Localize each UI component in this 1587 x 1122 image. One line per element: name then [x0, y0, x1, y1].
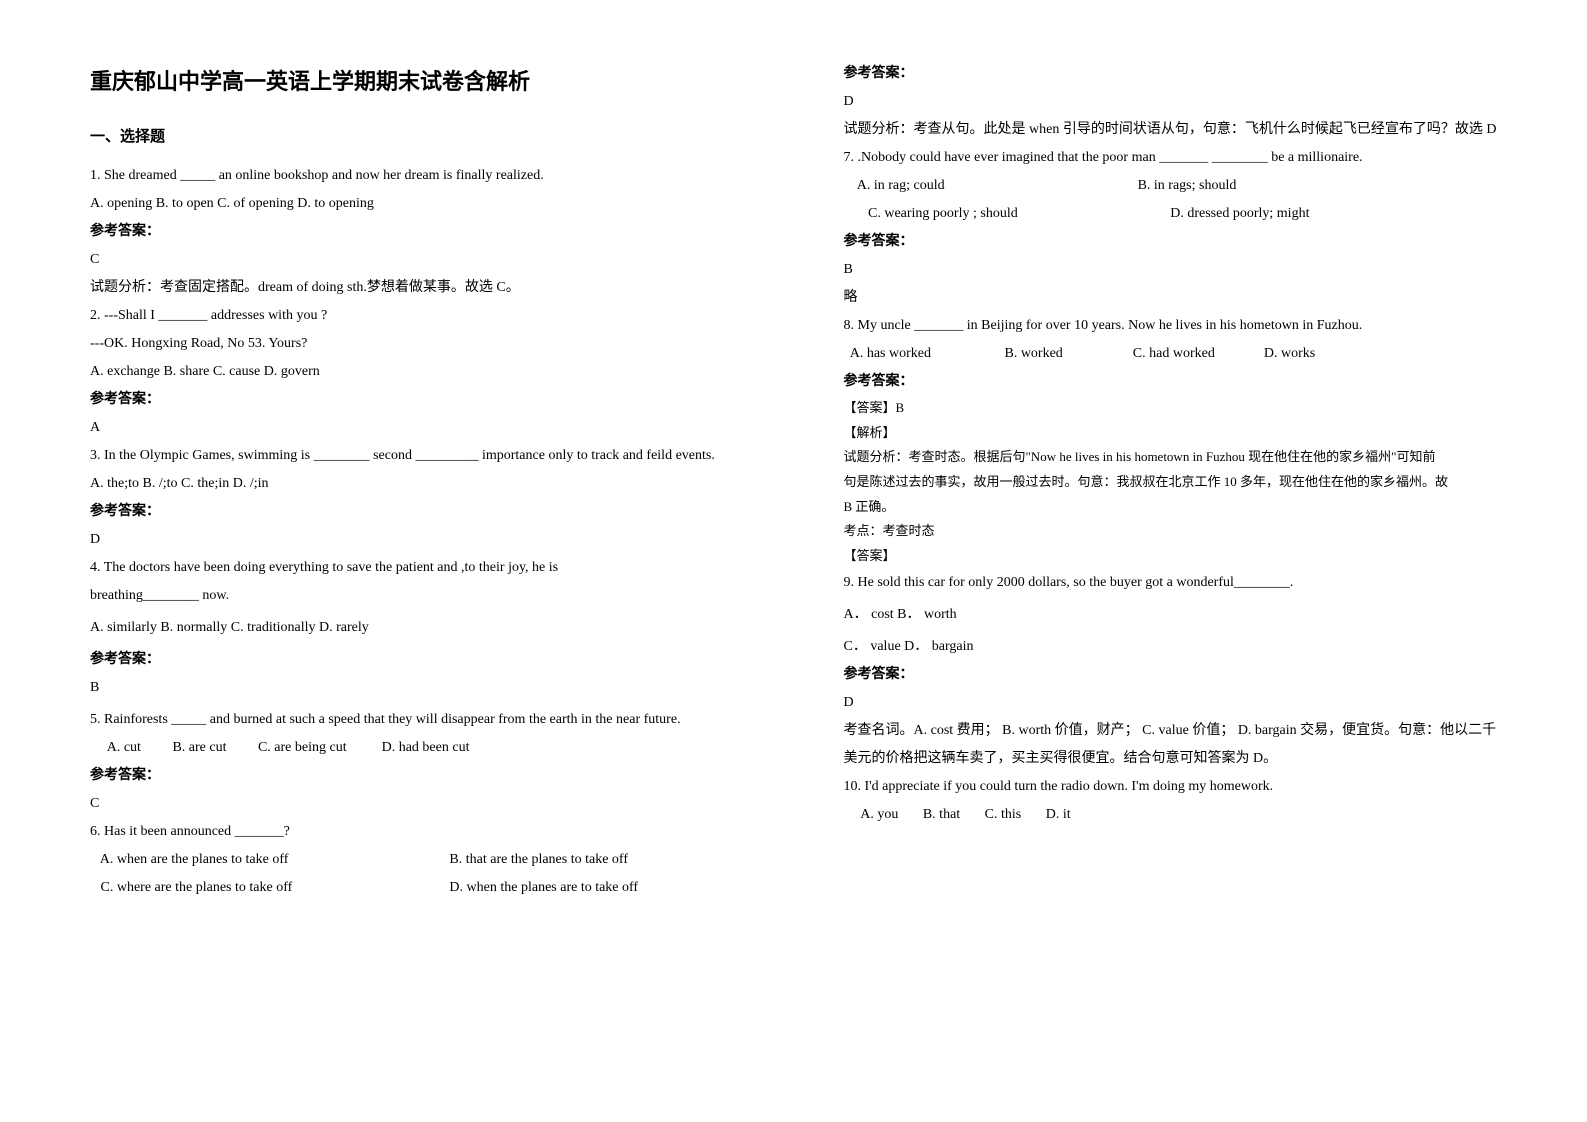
q6-opt-c: C. where are the planes to take off — [90, 874, 449, 902]
document-title: 重庆郁山中学高一英语上学期期末试卷含解析 — [90, 60, 744, 104]
q6-explanation: 试题分析：考查从句。此处是 when 引导的时间状语从句，句意：飞机什么时候起飞… — [844, 116, 1498, 144]
q8-line1: 试题分析：考查时态。根据后句"Now he lives in his homet… — [844, 445, 1498, 470]
q9-opt2: C． value D． bargain — [844, 633, 1498, 661]
q8-line2: 句是陈述过去的事实，故用一般过去时。句意：我叔叔在北京工作 10 多年，现在他住… — [844, 470, 1498, 495]
answer-label: 参考答案： — [90, 498, 744, 526]
q8-analysis-block: 【答案】B 【解析】 试题分析：考查时态。根据后句"Now he lives i… — [844, 396, 1498, 569]
answer-label: 参考答案： — [844, 60, 1498, 88]
q2-answer: A — [90, 414, 744, 442]
q9-answer: D — [844, 689, 1498, 717]
q8-options: A. has worked B. worked C. had worked D.… — [844, 340, 1498, 368]
q10-text: 10. I'd appreciate if you could turn the… — [844, 773, 1498, 801]
left-column: 重庆郁山中学高一英语上学期期末试卷含解析 一、选择题 1. She dreame… — [0, 0, 794, 1122]
answer-label: 参考答案： — [90, 218, 744, 246]
q3-answer: D — [90, 526, 744, 554]
q4-options: A. similarly B. normally C. traditionall… — [90, 614, 744, 642]
answer-label: 参考答案： — [90, 386, 744, 414]
q6-opt-a: A. when are the planes to take off — [90, 846, 449, 874]
q5-options: A. cut B. are cut C. are being cut D. ha… — [90, 734, 744, 762]
q4-text-a: 4. The doctors have been doing everythin… — [90, 554, 744, 582]
q7-answer: B — [844, 256, 1498, 284]
q9-text: 9. He sold this car for only 2000 dollar… — [844, 569, 1498, 597]
q10-options: A. you B. that C. this D. it — [844, 801, 1498, 829]
q1-answer: C — [90, 246, 744, 274]
q6-opt-d: D. when the planes are to take off — [449, 874, 638, 902]
q2-text-b: ---OK. Hongxing Road, No 53. Yours? — [90, 330, 744, 358]
q1-explanation: 试题分析：考查固定搭配。dream of doing sth.梦想着做某事。故选… — [90, 274, 744, 302]
answer-label: 参考答案： — [844, 368, 1498, 396]
q8-text: 8. My uncle _______ in Beijing for over … — [844, 312, 1498, 340]
answer-label: 参考答案： — [844, 228, 1498, 256]
q1-options: A. opening B. to open C. of opening D. t… — [90, 190, 744, 218]
q5-answer: C — [90, 790, 744, 818]
answer-label: 参考答案： — [90, 646, 744, 674]
q6-answer: D — [844, 88, 1498, 116]
q8-jiexi: 【解析】 — [844, 421, 1498, 446]
q9-explanation: 考查名词。A. cost 费用； B. worth 价值，财产； C. valu… — [844, 717, 1498, 773]
q8-line4: 考点：考查时态 — [844, 519, 1498, 544]
q4-text-b: breathing________ now. — [90, 582, 744, 610]
section-header: 一、选择题 — [90, 122, 744, 152]
answer-label: 参考答案： — [90, 762, 744, 790]
q7-explanation: 略 — [844, 284, 1498, 312]
q8-ans: 【答案】B — [844, 396, 1498, 421]
q4-answer: B — [90, 674, 744, 702]
q2-text-a: 2. ---Shall I _______ addresses with you… — [90, 302, 744, 330]
answer-label: 参考答案： — [844, 661, 1498, 689]
q7-opt-a: A. in rag; could — [844, 172, 1138, 200]
q6-opt-b: B. that are the planes to take off — [449, 846, 628, 874]
q5-text: 5. Rainforests _____ and burned at such … — [90, 706, 744, 734]
q7-text: 7. .Nobody could have ever imagined that… — [844, 144, 1498, 172]
q3-text: 3. In the Olympic Games, swimming is ___… — [90, 442, 744, 470]
right-column: 参考答案： D 试题分析：考查从句。此处是 when 引导的时间状语从句，句意：… — [794, 0, 1587, 1122]
q2-options: A. exchange B. share C. cause D. govern — [90, 358, 744, 386]
q3-options: A. the;to B. /;to C. the;in D. /;in — [90, 470, 744, 498]
q9-opt1: A． cost B． worth — [844, 601, 1498, 629]
q7-opt-d: D. dressed poorly; might — [1170, 200, 1309, 228]
q1-text: 1. She dreamed _____ an online bookshop … — [90, 162, 744, 190]
q8-last: 【答案】 — [844, 544, 1498, 569]
q8-line3: B 正确。 — [844, 495, 1498, 520]
q6-text: 6. Has it been announced _______? — [90, 818, 744, 846]
q7-opt-c: C. wearing poorly ; should — [844, 200, 1171, 228]
q7-opt-b: B. in rags; should — [1138, 172, 1237, 200]
